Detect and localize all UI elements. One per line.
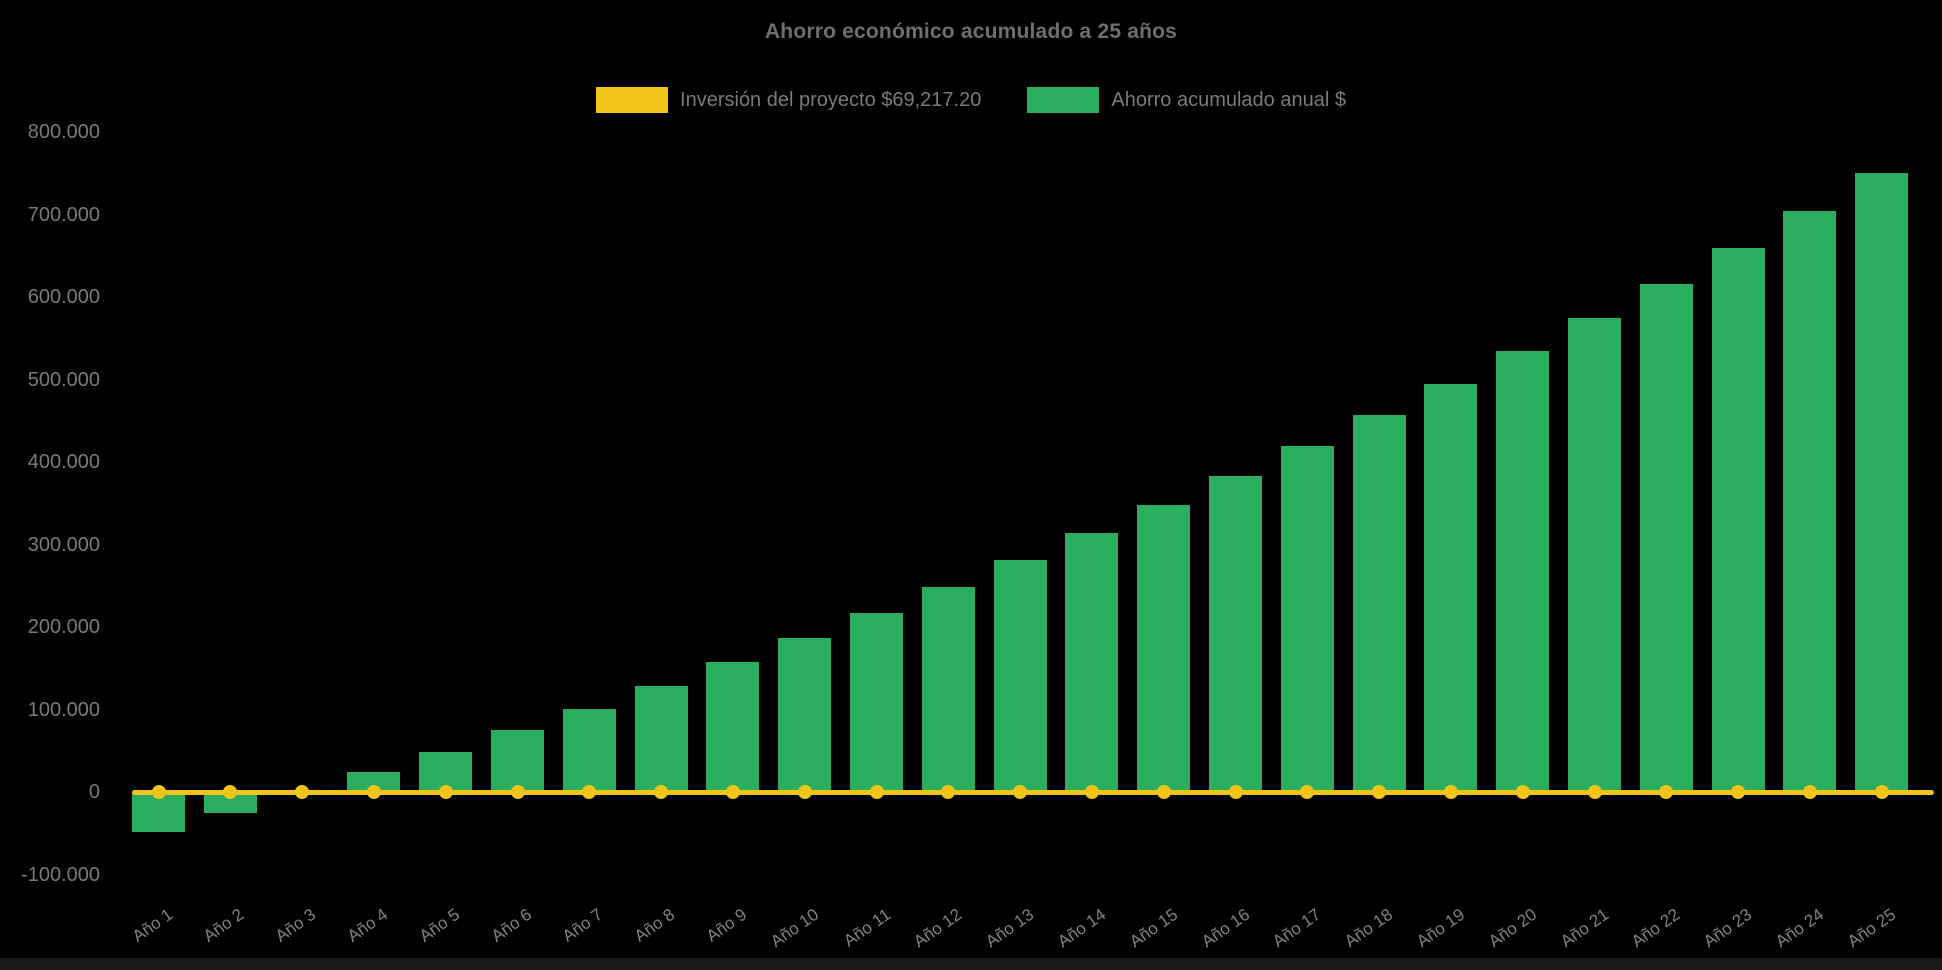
savings-bar — [1783, 211, 1837, 792]
investment-line-marker — [1300, 785, 1315, 799]
investment-line-marker — [1084, 785, 1099, 799]
legend-item-investment: Inversión del proyecto $69,217.20 — [596, 87, 981, 113]
savings-bar — [1568, 318, 1621, 792]
y-axis-tick-label: 300.000 — [27, 533, 100, 556]
bottom-bar — [0, 958, 1942, 970]
investment-line-marker — [1659, 785, 1674, 799]
y-axis-tick-label: 100.000 — [27, 698, 100, 721]
investment-line-marker — [438, 785, 453, 799]
investment-line-marker — [1802, 785, 1817, 799]
y-axis-tick-label: 600.000 — [27, 286, 100, 308]
savings-bar — [491, 730, 544, 792]
investment-line-marker — [797, 785, 812, 799]
investment-line-marker — [941, 785, 956, 799]
investment-line — [132, 789, 1934, 795]
y-axis-tick-label: 400.000 — [27, 451, 100, 473]
y-axis-tick-label: 500.000 — [27, 368, 100, 391]
savings-bar — [203, 792, 257, 813]
savings-bar — [993, 560, 1047, 792]
savings-bar — [1855, 173, 1909, 792]
savings-bar — [1424, 384, 1478, 792]
investment-line-marker — [151, 785, 166, 799]
investment-line-marker — [1228, 785, 1243, 799]
legend-swatch-savings-icon — [1027, 87, 1100, 113]
savings-bar — [706, 662, 760, 792]
investment-line-marker — [295, 785, 310, 799]
investment-line-marker — [725, 785, 740, 799]
savings-bar — [850, 612, 903, 792]
investment-line-marker — [223, 785, 238, 799]
savings-bar — [634, 686, 688, 792]
savings-bar — [1352, 414, 1406, 792]
investment-line-marker — [1156, 785, 1171, 799]
y-axis-tick-label: 200.000 — [27, 616, 100, 638]
legend: Inversión del proyecto $69,217.20 Ahorro… — [0, 87, 1942, 113]
savings-bar — [1639, 283, 1693, 792]
investment-line-marker — [366, 785, 381, 799]
investment-line-marker — [869, 785, 884, 799]
savings-bar — [1065, 532, 1119, 792]
investment-line-marker — [510, 785, 525, 799]
legend-item-savings: Ahorro acumulado anual $ — [1027, 87, 1346, 113]
savings-bar — [1209, 476, 1262, 792]
savings-bar — [1496, 351, 1550, 792]
savings-bar — [1711, 247, 1765, 792]
savings-bar — [1137, 504, 1191, 792]
savings-bar — [921, 586, 975, 792]
y-axis-tick-label: 700.000 — [27, 203, 100, 226]
legend-label-savings: Ahorro acumulado anual $ — [1111, 88, 1346, 111]
investment-line-marker — [1515, 785, 1530, 799]
y-axis-tick-label: 0 — [88, 781, 100, 803]
y-axis-tick-label: 800.000 — [27, 121, 100, 143]
investment-line-marker — [1372, 785, 1387, 799]
savings-bar — [1280, 445, 1334, 792]
y-axis-tick-label: -100.000 — [21, 863, 100, 886]
legend-label-investment: Inversión del proyecto $69,217.20 — [680, 88, 982, 111]
savings-bar — [562, 708, 616, 792]
investment-line-marker — [1731, 785, 1746, 799]
chart-title: Ahorro económico acumulado a 25 años — [764, 20, 1178, 43]
investment-line-marker — [582, 785, 597, 799]
investment-line-marker — [654, 785, 669, 799]
investment-line-marker — [1874, 785, 1889, 799]
savings-bar — [347, 772, 401, 792]
legend-swatch-investment-icon — [596, 87, 669, 113]
investment-line-marker — [1443, 785, 1458, 799]
savings-bar — [778, 637, 832, 792]
investment-line-marker — [1013, 785, 1028, 799]
investment-line-marker — [1587, 785, 1602, 799]
